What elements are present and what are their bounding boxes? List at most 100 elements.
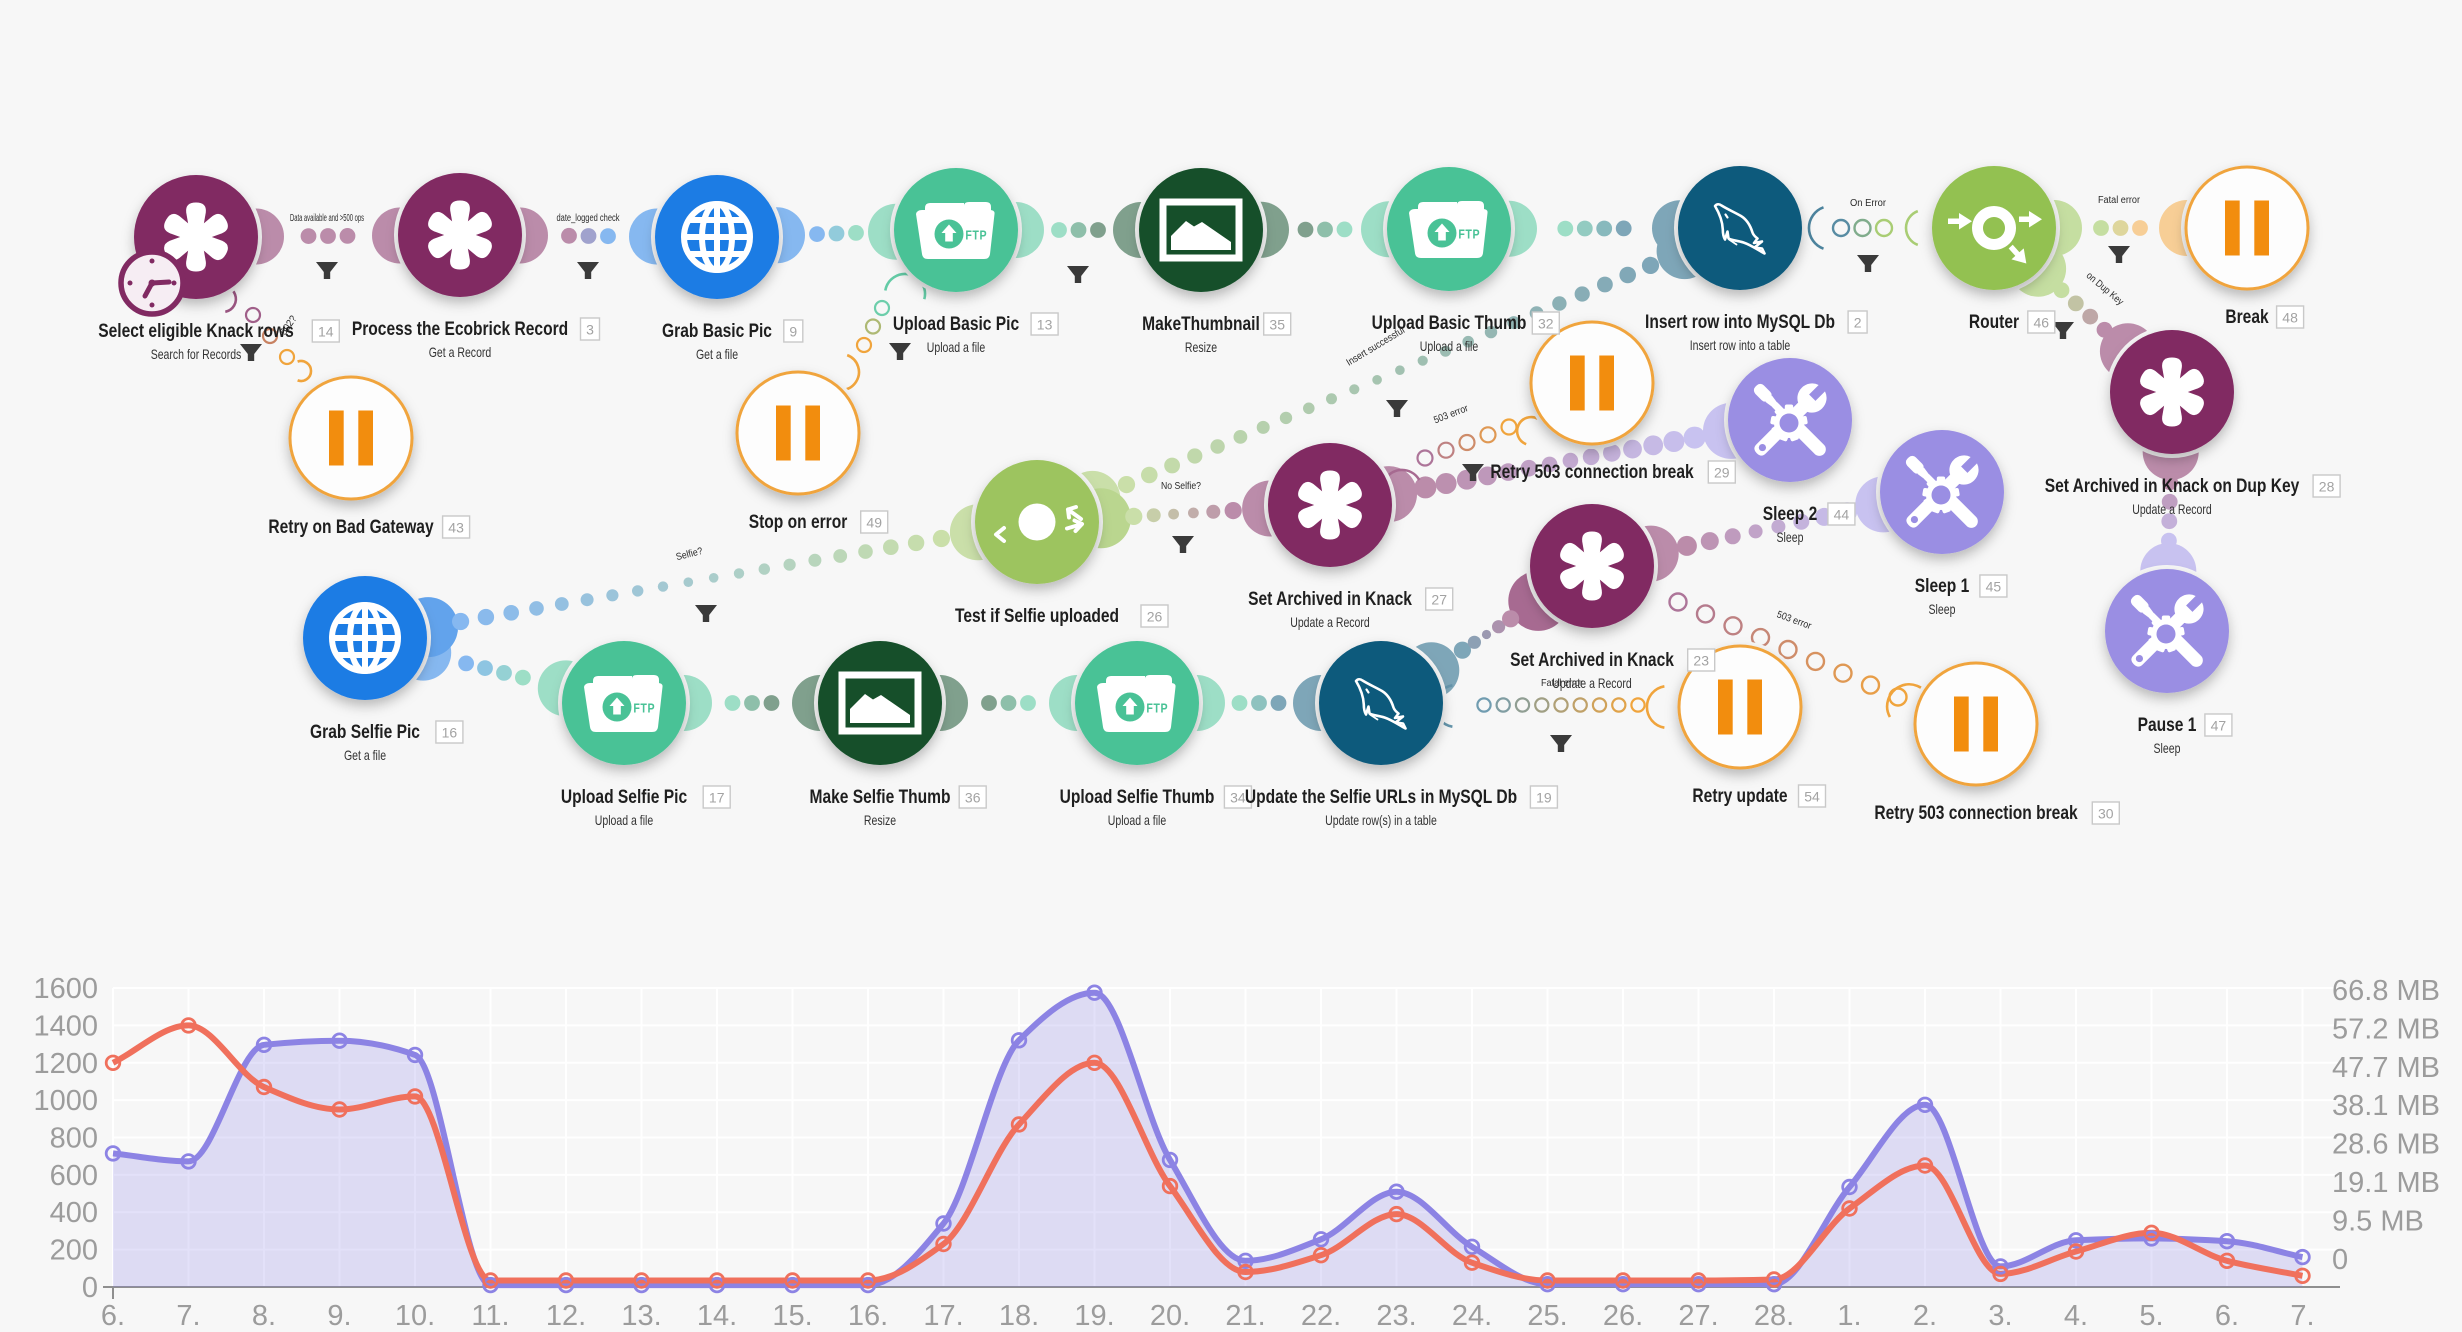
svg-text:19.: 19.	[1074, 1300, 1114, 1332]
svg-text:9: 9	[789, 324, 797, 340]
svg-text:1600: 1600	[33, 973, 98, 1005]
svg-text:49: 49	[866, 515, 882, 531]
svg-text:Retry update: Retry update	[1692, 785, 1787, 807]
svg-text:Break: Break	[2225, 306, 2269, 328]
svg-text:54: 54	[1804, 789, 1820, 805]
svg-text:36: 36	[965, 790, 981, 806]
svg-text:Set Archived in Knack: Set Archived in Knack	[1248, 588, 1412, 610]
svg-text:47: 47	[2211, 718, 2227, 734]
svg-text:10.: 10.	[395, 1300, 435, 1332]
svg-text:45: 45	[1986, 579, 2002, 595]
svg-text:1400: 1400	[33, 1010, 98, 1042]
svg-text:0: 0	[2332, 1244, 2348, 1276]
svg-text:11.: 11.	[471, 1300, 509, 1332]
svg-text:28.: 28.	[1754, 1300, 1794, 1332]
svg-text:16: 16	[442, 725, 458, 741]
svg-text:0: 0	[82, 1272, 98, 1304]
svg-text:44: 44	[1834, 507, 1850, 523]
svg-text:22.: 22.	[1301, 1300, 1341, 1332]
svg-text:Update row(s) in a table: Update row(s) in a table	[1325, 813, 1437, 829]
svg-text:32: 32	[1538, 316, 1554, 332]
svg-text:28.6 MB: 28.6 MB	[2332, 1129, 2440, 1161]
svg-text:Set Archived in Knack: Set Archived in Knack	[1510, 649, 1674, 671]
svg-text:Sleep: Sleep	[2154, 741, 2181, 757]
svg-text:21.: 21.	[1225, 1300, 1265, 1332]
svg-text:Upload a file: Upload a file	[927, 340, 986, 356]
svg-text:Update a Record: Update a Record	[1552, 676, 1632, 692]
svg-text:FTP: FTP	[965, 229, 986, 243]
svg-text:4.: 4.	[2064, 1300, 2088, 1332]
svg-text:date_logged check: date_logged check	[557, 213, 621, 224]
svg-text:6.: 6.	[2215, 1300, 2239, 1332]
svg-text:34: 34	[1230, 790, 1246, 806]
svg-text:FTP: FTP	[1458, 228, 1479, 242]
svg-text:Make Selfie Thumb: Make Selfie Thumb	[809, 786, 950, 808]
svg-text:3: 3	[586, 322, 594, 338]
svg-text:Upload Selfie Thumb: Upload Selfie Thumb	[1060, 786, 1215, 808]
svg-text:3.: 3.	[1988, 1300, 2012, 1332]
svg-text:Upload a file: Upload a file	[1108, 813, 1167, 829]
svg-text:12.: 12.	[546, 1300, 586, 1332]
svg-text:Upload a file: Upload a file	[595, 813, 654, 829]
svg-text:Upload Basic Thumb: Upload Basic Thumb	[1372, 312, 1527, 334]
svg-text:Get a Record: Get a Record	[429, 345, 492, 361]
svg-text:Upload a file: Upload a file	[1420, 339, 1479, 355]
svg-text:Update a Record: Update a Record	[1290, 615, 1370, 631]
svg-text:25.: 25.	[1527, 1300, 1567, 1332]
svg-text:Get a file: Get a file	[344, 748, 386, 764]
svg-text:8.: 8.	[252, 1300, 276, 1332]
svg-text:FTP: FTP	[633, 702, 654, 716]
svg-text:38.1 MB: 38.1 MB	[2332, 1090, 2440, 1122]
svg-text:FTP: FTP	[1146, 702, 1167, 716]
svg-text:6.: 6.	[101, 1300, 125, 1332]
svg-text:Update the Selfie URLs in MySQ: Update the Selfie URLs in MySQL Db	[1245, 786, 1517, 808]
svg-text:27: 27	[1431, 592, 1447, 608]
svg-text:14: 14	[318, 324, 334, 340]
svg-text:27.: 27.	[1678, 1300, 1718, 1332]
svg-text:503 error: 503 error	[1775, 609, 1813, 632]
svg-text:Grab Selfie Pic: Grab Selfie Pic	[310, 721, 420, 743]
svg-text:43: 43	[448, 520, 464, 536]
svg-text:7.: 7.	[2290, 1300, 2314, 1332]
svg-text:29: 29	[1714, 465, 1730, 481]
svg-text:57.2 MB: 57.2 MB	[2332, 1013, 2440, 1045]
svg-text:20.: 20.	[1150, 1300, 1190, 1332]
svg-text:Retry on Bad Gateway: Retry on Bad Gateway	[268, 516, 434, 538]
svg-text:on Dup Key: on Dup Key	[2084, 270, 2126, 307]
svg-text:23: 23	[1693, 653, 1709, 669]
svg-text:Router: Router	[1969, 311, 2019, 333]
svg-text:Insert row into a table: Insert row into a table	[1690, 338, 1791, 354]
svg-text:19.1 MB: 19.1 MB	[2332, 1167, 2440, 1199]
svg-text:800: 800	[50, 1123, 98, 1155]
svg-text:24.: 24.	[1452, 1300, 1492, 1332]
svg-text:Update a Record: Update a Record	[2132, 502, 2212, 518]
svg-text:9.: 9.	[327, 1300, 351, 1332]
svg-text:Upload Basic Pic: Upload Basic Pic	[893, 313, 1020, 335]
svg-text:66.8 MB: 66.8 MB	[2332, 975, 2440, 1007]
svg-text:Sleep: Sleep	[1777, 530, 1804, 546]
svg-text:2.: 2.	[1913, 1300, 1937, 1332]
svg-text:26.: 26.	[1603, 1300, 1643, 1332]
svg-text:Selfie?: Selfie?	[675, 546, 704, 563]
svg-text:19: 19	[1536, 790, 1552, 806]
svg-text:Set Archived in Knack on Dup K: Set Archived in Knack on Dup Key	[2045, 475, 2300, 497]
svg-text:46: 46	[2034, 315, 2050, 331]
svg-text:18.: 18.	[999, 1300, 1039, 1332]
svg-text:14.: 14.	[697, 1300, 737, 1332]
svg-text:35: 35	[1269, 317, 1285, 333]
svg-text:2: 2	[1854, 315, 1862, 331]
svg-text:Sleep 2: Sleep 2	[1763, 503, 1818, 525]
svg-text:Grab Basic Pic: Grab Basic Pic	[662, 320, 772, 342]
svg-text:600: 600	[50, 1160, 98, 1192]
svg-text:Pause 1: Pause 1	[2138, 714, 2197, 736]
svg-text:On Error: On Error	[1850, 198, 1887, 209]
svg-text:Search for Records: Search for Records	[151, 347, 242, 363]
svg-text:Upload Selfie Pic: Upload Selfie Pic	[561, 786, 688, 808]
svg-text:Stop on error: Stop on error	[749, 511, 848, 533]
svg-text:15.: 15.	[772, 1300, 812, 1332]
svg-text:30: 30	[2098, 806, 2114, 822]
svg-text:Resize: Resize	[1185, 340, 1217, 356]
svg-text:17: 17	[709, 790, 725, 806]
svg-text:MakeThumbnail: MakeThumbnail	[1142, 313, 1260, 335]
svg-text:13.: 13.	[621, 1300, 661, 1332]
